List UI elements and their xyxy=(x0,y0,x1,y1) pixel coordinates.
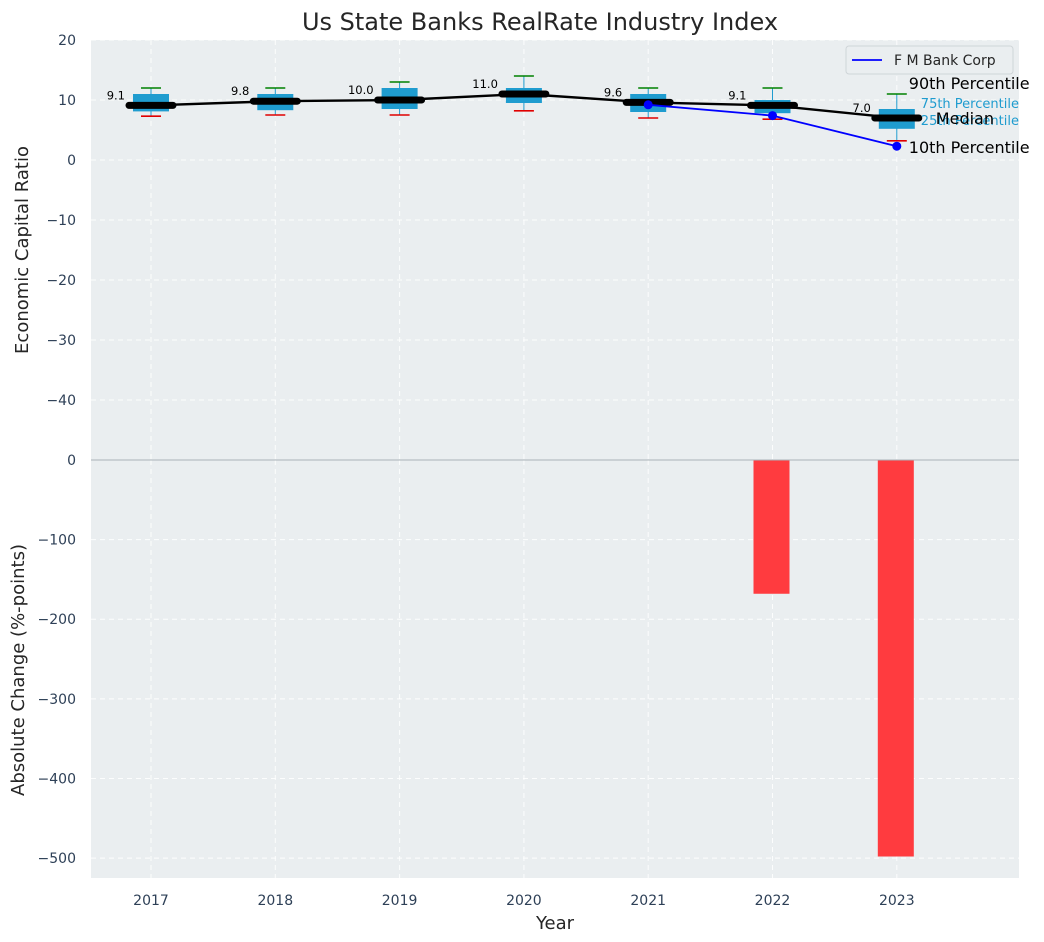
median-value-label: 7.0 xyxy=(853,101,871,115)
bottom-grid xyxy=(91,460,1019,878)
top-y-tick-label: −30 xyxy=(46,333,76,349)
top-y-tick-label: −40 xyxy=(46,393,76,409)
top-plot-area xyxy=(91,40,1019,460)
top-y-tick-label: −10 xyxy=(46,213,76,229)
change-bar xyxy=(877,460,914,857)
x-tick-label: 2020 xyxy=(506,893,542,909)
p75-annotation: 75th Percentile xyxy=(921,97,1019,112)
bottom-y-axis-label: Absolute Change (%-points) xyxy=(8,544,29,796)
legend-box xyxy=(845,45,1014,75)
top-y-tick-label: −20 xyxy=(46,273,76,289)
median-value-label: 9.1 xyxy=(107,88,125,102)
top-y-tick-label: 10 xyxy=(58,93,76,109)
chart-title: Us State Banks RealRate Industry Index xyxy=(302,8,778,36)
bottom-y-ticks: 0 −100 −200 −300 −400 −500 xyxy=(38,453,76,867)
median-value-label: 10.0 xyxy=(348,83,374,97)
median-annotation: Median xyxy=(936,109,994,128)
x-tick-label: 2021 xyxy=(630,893,666,909)
bottom-y-tick-label: −100 xyxy=(38,533,76,549)
bottom-y-tick-label: −500 xyxy=(38,851,76,867)
x-tick-label: 2022 xyxy=(755,893,791,909)
median-value-label: 9.8 xyxy=(231,84,249,98)
x-tick-label: 2019 xyxy=(382,893,418,909)
company-point xyxy=(768,111,777,121)
top-y-tick-label: 0 xyxy=(67,153,76,169)
median-value-label: 11.0 xyxy=(472,77,498,91)
top-y-ticks: 20 10 0 −10 −20 −30 −40 xyxy=(46,33,76,409)
percentile-annotations: 90th Percentile 75th Percentile 25th Perce… xyxy=(909,74,1030,157)
top-y-tick-label: 20 xyxy=(58,33,76,49)
bottom-y-tick-label: −400 xyxy=(38,771,76,787)
bottom-y-tick-label: 0 xyxy=(67,453,76,469)
bottom-panel: 0 −100 −200 −300 −400 −500 xyxy=(38,453,1019,878)
bottom-y-tick-label: −200 xyxy=(38,612,76,628)
top-grid xyxy=(91,39,1019,460)
bottom-y-tick-label: −300 xyxy=(38,692,76,708)
company-point xyxy=(892,141,902,151)
company-series xyxy=(643,100,902,151)
x-axis-label: Year xyxy=(535,913,575,934)
legend[interactable]: F M Bank Corp xyxy=(845,45,1014,75)
legend-label: F M Bank Corp xyxy=(894,53,996,69)
x-ticks: 2017 2018 2019 2020 2021 2022 2023 xyxy=(133,893,914,909)
top-panel: 20 10 0 −10 −20 −30 −40 9.1 9.8 10.0 11.0 9.6 9.1 7.… xyxy=(46,33,1030,460)
x-tick-label: 2023 xyxy=(879,893,915,909)
top-y-axis-label: Economic Capital Ratio xyxy=(12,146,33,354)
p90-annotation: 90th Percentile xyxy=(909,74,1030,93)
bottom-plot-area xyxy=(91,460,1019,878)
company-point xyxy=(643,100,653,110)
change-bar xyxy=(753,460,790,594)
median-value-label: 9.1 xyxy=(728,88,746,102)
p25-annotation: 25th Percentile xyxy=(921,114,1019,129)
x-tick-label: 2017 xyxy=(133,893,169,909)
x-tick-label: 2018 xyxy=(257,893,293,909)
median-value-label: 9.6 xyxy=(604,85,622,99)
change-bars xyxy=(753,460,914,857)
p10-annotation: 10th Percentile xyxy=(909,138,1030,157)
